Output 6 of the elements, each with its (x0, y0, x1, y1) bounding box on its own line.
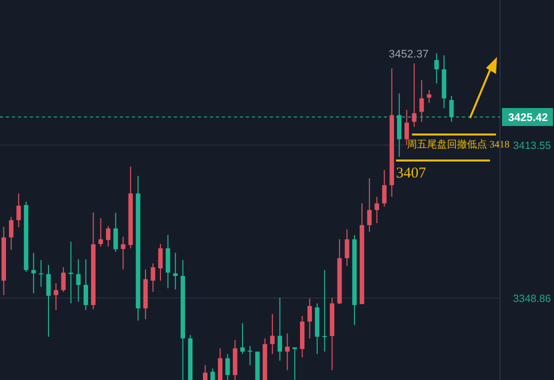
ref-line-label: 3407 (396, 166, 426, 182)
y-tick-label: 3348.86 (513, 293, 552, 306)
ref-line-label: 周五尾盘回撤低点 3418 (407, 138, 510, 151)
annotation: 3452.37 (388, 48, 429, 60)
ref-line-label: 3425.42 (508, 112, 548, 124)
y-tick-label: 3413.55 (513, 140, 552, 152)
